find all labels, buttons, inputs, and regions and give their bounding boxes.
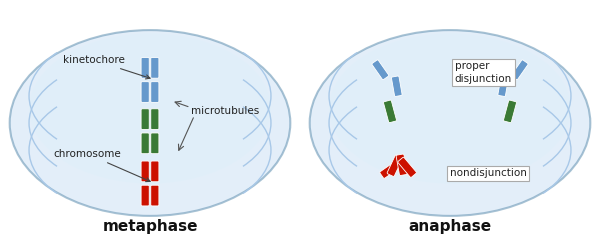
FancyBboxPatch shape <box>396 154 407 175</box>
FancyBboxPatch shape <box>141 161 149 182</box>
Text: microtubules: microtubules <box>191 106 259 116</box>
Ellipse shape <box>10 30 290 216</box>
FancyBboxPatch shape <box>141 109 149 129</box>
FancyBboxPatch shape <box>141 133 149 154</box>
FancyBboxPatch shape <box>391 76 402 96</box>
FancyBboxPatch shape <box>151 58 159 78</box>
Text: proper
disjunction: proper disjunction <box>455 62 512 84</box>
Ellipse shape <box>310 30 590 216</box>
FancyBboxPatch shape <box>380 161 401 178</box>
FancyBboxPatch shape <box>151 185 159 206</box>
FancyBboxPatch shape <box>151 133 159 154</box>
Ellipse shape <box>29 33 271 184</box>
FancyBboxPatch shape <box>141 82 149 102</box>
Ellipse shape <box>329 33 571 184</box>
FancyBboxPatch shape <box>511 60 528 80</box>
FancyBboxPatch shape <box>141 185 149 206</box>
Text: chromosome: chromosome <box>53 149 150 182</box>
FancyBboxPatch shape <box>151 161 159 182</box>
FancyBboxPatch shape <box>398 157 416 177</box>
FancyBboxPatch shape <box>151 109 159 129</box>
FancyBboxPatch shape <box>141 58 149 78</box>
FancyBboxPatch shape <box>151 82 159 102</box>
FancyBboxPatch shape <box>503 100 517 123</box>
FancyBboxPatch shape <box>383 100 397 123</box>
Text: kinetochore: kinetochore <box>63 55 150 79</box>
Text: metaphase: metaphase <box>102 219 198 234</box>
FancyBboxPatch shape <box>387 155 403 176</box>
Text: anaphase: anaphase <box>409 219 491 234</box>
FancyBboxPatch shape <box>498 76 509 96</box>
Text: nondisjunction: nondisjunction <box>450 168 527 178</box>
FancyBboxPatch shape <box>372 60 389 80</box>
